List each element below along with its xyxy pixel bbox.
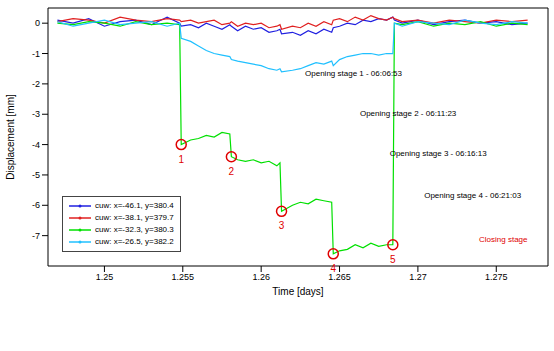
- svg-text:0: 0: [35, 18, 40, 28]
- svg-text:Opening stage 4 - 06:21:03: Opening stage 4 - 06:21:03: [424, 191, 522, 200]
- svg-text:-7: -7: [32, 231, 40, 241]
- svg-text:5: 5: [390, 254, 396, 265]
- svg-text:Opening stage 1 - 06:06:53: Opening stage 1 - 06:06:53: [305, 69, 403, 78]
- svg-text:-3: -3: [32, 109, 40, 119]
- svg-text:-1: -1: [32, 49, 40, 59]
- html-text:cuw: x=-38.1, y=379.7: cuw: x=-38.1, y=379.7: [95, 213, 174, 222]
- html-text:cuw: x=-26.5, y=382.2: cuw: x=-26.5, y=382.2: [95, 237, 174, 246]
- svg-text:Opening stage 2 - 06:11:23: Opening stage 2 - 06:11:23: [360, 109, 457, 118]
- html-text:cuw: x=-46.1, y=380.4: cuw: x=-46.1, y=380.4: [95, 201, 174, 210]
- svg-text:1.27: 1.27: [409, 272, 427, 282]
- svg-text:-5: -5: [32, 170, 40, 180]
- svg-text:Closing stage: Closing stage: [479, 235, 528, 244]
- svg-text:1.265: 1.265: [328, 272, 351, 283]
- svg-text:Displacement [mm]: Displacement [mm]: [5, 94, 16, 180]
- html-text:cuw: x=-32.3, y=380.3: cuw: x=-32.3, y=380.3: [95, 225, 174, 234]
- svg-text:Opening stage 3 - 06:16:13: Opening stage 3 - 06:16:13: [390, 149, 488, 158]
- svg-text:1: 1: [178, 154, 184, 165]
- svg-text:3: 3: [279, 220, 285, 231]
- svg-text:Time [days]: Time [days]: [272, 286, 324, 297]
- svg-text:-4: -4: [32, 140, 40, 150]
- svg-text:-6: -6: [32, 200, 40, 210]
- svg-text:1.26: 1.26: [252, 272, 270, 282]
- svg-text:2: 2: [229, 166, 235, 177]
- svg-text:1.25: 1.25: [96, 272, 114, 282]
- svg-text:1.255: 1.255: [172, 272, 195, 282]
- svg-text:1.275: 1.275: [485, 272, 508, 282]
- svg-text:4: 4: [330, 263, 336, 274]
- svg-text:-2: -2: [32, 79, 40, 89]
